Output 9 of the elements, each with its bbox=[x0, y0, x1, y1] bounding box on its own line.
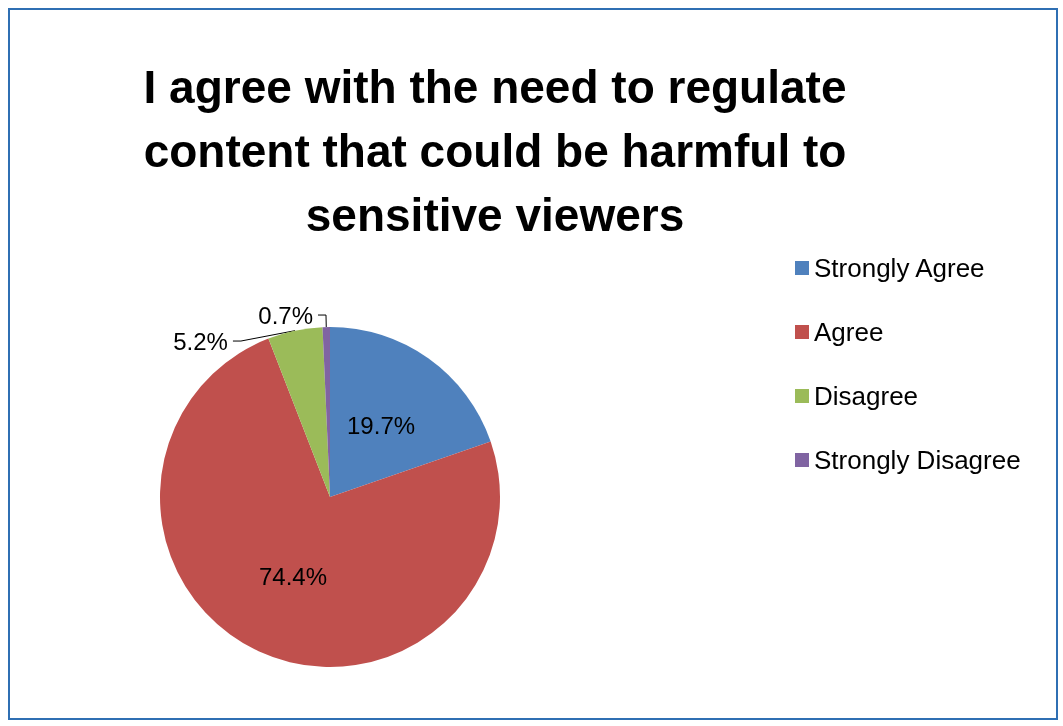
data-label: 0.7% bbox=[258, 301, 313, 329]
data-label: 74.4% bbox=[259, 563, 328, 591]
legend-label: Strongly Disagree bbox=[814, 445, 1021, 475]
legend-label: Strongly Agree bbox=[814, 253, 985, 283]
legend-label: Agree bbox=[814, 317, 884, 347]
data-label: 5.2% bbox=[173, 327, 228, 355]
chart-title: I agree with the need to regulate content that could be harmful to sensitive viewers bbox=[143, 61, 847, 241]
data-label: 19.7% bbox=[347, 411, 416, 439]
legend-label: Disagree bbox=[814, 381, 919, 411]
